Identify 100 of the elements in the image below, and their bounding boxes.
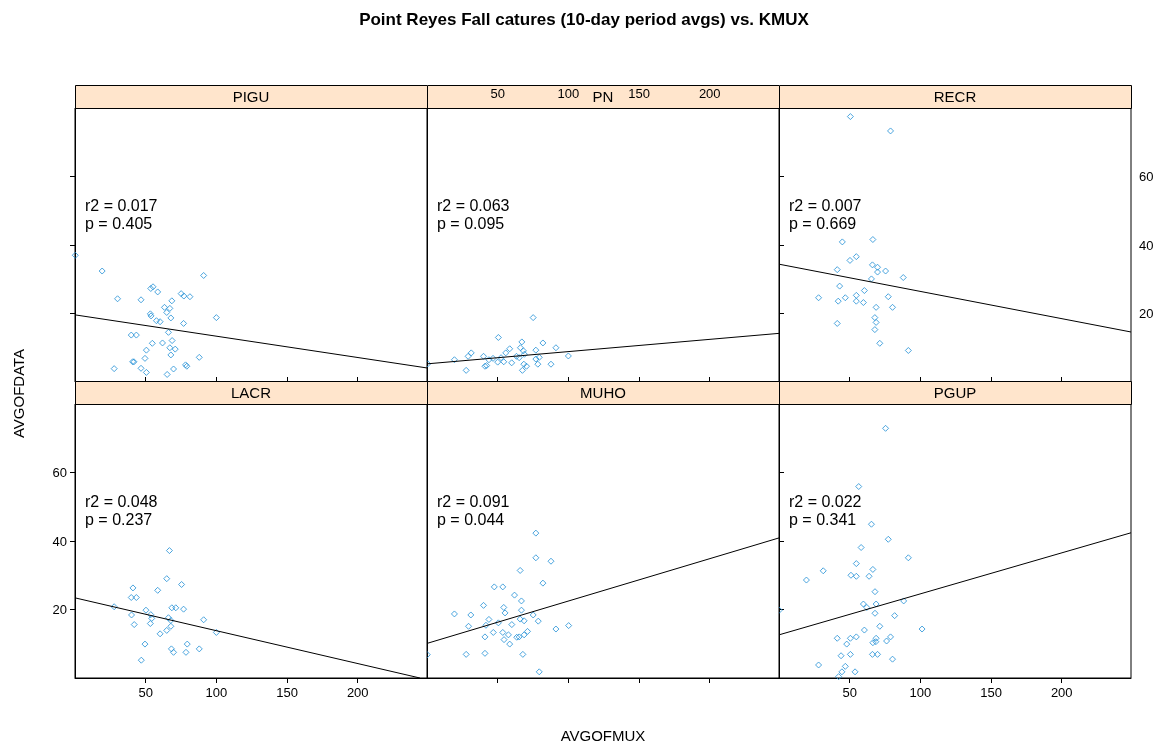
point [182, 648, 190, 656]
point [867, 520, 875, 528]
x-tick-label: 150 [628, 86, 650, 101]
point [154, 288, 162, 296]
point [904, 346, 912, 354]
annotation: r2 = 0.017 [85, 196, 158, 214]
point [874, 263, 882, 271]
point [110, 603, 118, 611]
point [171, 345, 179, 353]
point [852, 633, 860, 641]
point [852, 560, 860, 568]
point [506, 345, 514, 353]
point [508, 359, 516, 367]
point [485, 356, 493, 364]
point [535, 668, 543, 676]
point [132, 331, 140, 339]
point [859, 299, 867, 307]
point [186, 293, 194, 301]
point [532, 346, 540, 354]
point [872, 638, 880, 646]
point [71, 251, 79, 259]
chart-subtitle: RECR [933, 88, 977, 105]
point [815, 294, 823, 302]
annotation: r2 = 0.063 [437, 196, 510, 214]
point [508, 621, 516, 629]
annotation: r2 = 0.022 [789, 492, 862, 510]
point [167, 314, 175, 322]
point [855, 483, 863, 491]
point [883, 637, 891, 645]
point [869, 236, 877, 244]
point [170, 365, 178, 373]
point [129, 584, 137, 592]
point [520, 350, 528, 358]
chart-subtitle: LACR [230, 384, 272, 401]
point [504, 631, 512, 639]
annotation: p = 0.341 [789, 510, 857, 528]
point [163, 308, 171, 316]
point [502, 349, 510, 357]
point [110, 365, 118, 373]
point [180, 292, 188, 300]
point [852, 297, 860, 305]
point [180, 605, 188, 613]
point [852, 253, 860, 261]
point [532, 554, 540, 562]
point [534, 360, 542, 368]
point [552, 344, 560, 352]
point [520, 631, 528, 639]
point [137, 296, 145, 304]
point [529, 314, 537, 322]
point [462, 650, 470, 658]
point [200, 616, 208, 624]
point [127, 331, 135, 339]
point [160, 303, 168, 311]
point [500, 603, 508, 611]
point [837, 652, 845, 660]
point [180, 319, 188, 327]
x-axis-title: AVGOFMUX [559, 727, 647, 744]
point [482, 621, 490, 629]
point [163, 370, 171, 378]
point [156, 630, 164, 638]
point [130, 621, 138, 629]
point [529, 611, 537, 619]
point [148, 339, 156, 347]
point [871, 326, 879, 334]
point [499, 628, 507, 636]
point [450, 356, 458, 364]
point [547, 557, 555, 565]
point [511, 591, 519, 599]
point [863, 603, 871, 611]
x-tick-label: 200 [346, 685, 369, 700]
point [163, 575, 171, 583]
point [520, 617, 528, 625]
point [480, 601, 488, 609]
annotation: r2 = 0.007 [789, 196, 862, 214]
point [183, 640, 191, 648]
point [846, 256, 854, 264]
point [900, 597, 908, 605]
point [195, 353, 203, 361]
point [500, 358, 508, 366]
point [532, 529, 540, 537]
point [177, 290, 185, 298]
point [865, 572, 873, 580]
annotation: r2 = 0.091 [437, 492, 510, 510]
point [841, 662, 849, 670]
point [467, 349, 475, 357]
chart-subtitle: PIGU [232, 88, 270, 105]
x-tick-label: 100 [557, 86, 580, 101]
y-tick-label: 60 [52, 465, 67, 480]
point [847, 571, 855, 579]
point [524, 627, 532, 635]
point [494, 333, 502, 341]
point [868, 261, 876, 269]
point [480, 352, 488, 360]
chart-subtitle: PGUP [933, 384, 977, 401]
point [887, 127, 895, 135]
y-tick-label: 60 [1139, 169, 1154, 184]
point [462, 366, 470, 374]
x-tick-label: 150 [980, 685, 1002, 700]
x-tick-label: 100 [205, 685, 228, 700]
point [833, 319, 841, 327]
